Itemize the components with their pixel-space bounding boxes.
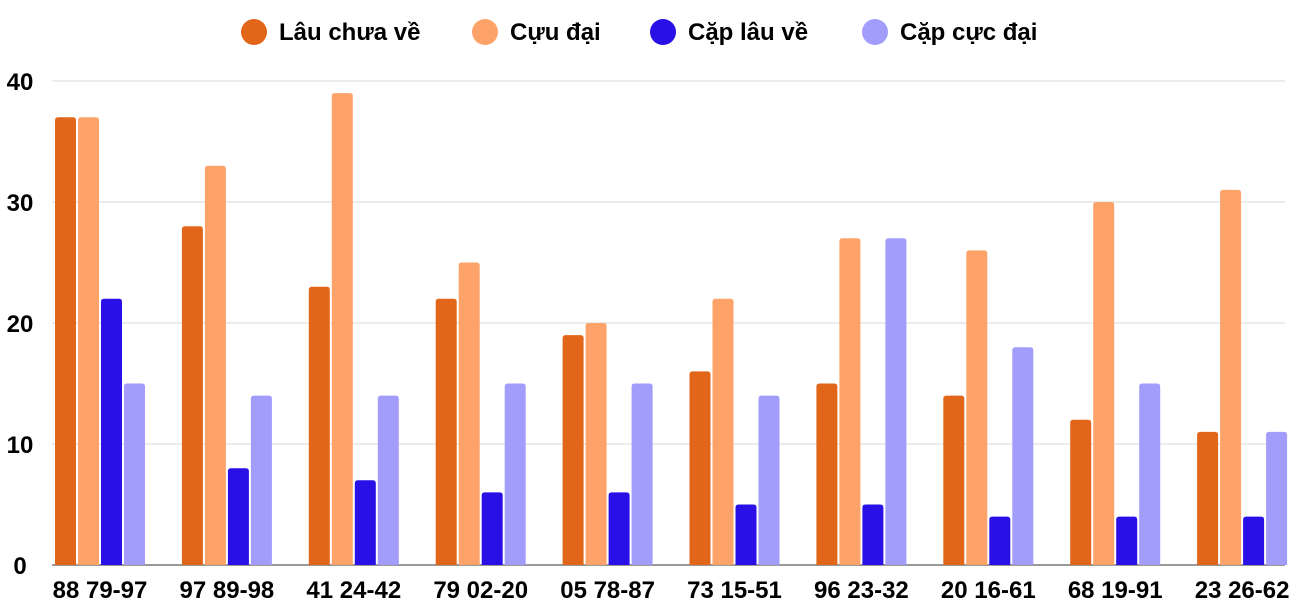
x-tick-label: 05 78-87 (560, 577, 655, 600)
bar-4-8 (1012, 347, 1034, 565)
bar-1-9 (1070, 419, 1092, 565)
x-tick-label: 41 24-42 (306, 577, 401, 600)
x-tick-label: 68 19-91 (1068, 577, 1163, 600)
x-tick-label: 96 23-32 (814, 577, 909, 600)
y-tick-label: 0 (13, 553, 26, 580)
bar-1-7 (816, 383, 838, 565)
bar-4-2 (250, 395, 272, 565)
legend-marker-4 (862, 19, 888, 45)
y-axis-ticks: 0 10 20 30 40 (7, 69, 34, 580)
bar-3-2 (227, 468, 249, 565)
bar-3-5 (608, 492, 630, 565)
bar-1-10 (1197, 431, 1219, 565)
bar-3-4 (481, 492, 503, 565)
bar-2-1 (78, 117, 99, 566)
y-tick-label: 10 (7, 432, 34, 459)
legend-marker-1 (241, 19, 267, 45)
bar-3-1 (101, 298, 122, 565)
bar-2-7 (839, 238, 861, 566)
bar-4-3 (377, 395, 399, 565)
x-tick-label: 79 02-20 (433, 577, 528, 600)
bar-3-10 (1243, 516, 1265, 565)
bar-1-2 (181, 226, 203, 565)
bar-2-9 (1093, 202, 1115, 565)
bar-3-9 (1116, 516, 1138, 565)
bar-3-7 (862, 504, 884, 565)
bar-2-2 (204, 165, 226, 565)
bar-2-4 (458, 262, 480, 565)
bar-1-4 (435, 298, 457, 565)
x-axis-ticks: 88 79-97 97 89-98 41 24-42 79 02-20 05 78-87… (53, 577, 1290, 600)
bar-1-8 (943, 395, 965, 565)
bar-4-10 (1266, 431, 1288, 565)
legend-label-3: Cặp lâu về (688, 19, 808, 46)
bar-3-8 (989, 516, 1011, 565)
y-tick-label: 30 (7, 190, 34, 217)
bar-3-3 (354, 480, 376, 565)
bar-3-6 (735, 504, 757, 565)
x-tick-label: 88 79-97 (53, 577, 148, 600)
bar-2-6 (712, 298, 734, 565)
bar-1-5 (562, 335, 584, 565)
legend-label-2: Cựu đại (510, 19, 601, 46)
x-tick-label: 97 89-98 (180, 577, 275, 600)
bar-1-6 (689, 371, 711, 565)
legend-marker-2 (472, 19, 498, 45)
y-tick-label: 40 (7, 69, 34, 96)
bar-2-3 (331, 93, 353, 565)
bar-2-5 (585, 323, 607, 565)
bar-4-4 (504, 383, 526, 565)
x-tick-label: 20 16-61 (941, 577, 1036, 600)
bar-1-3 (308, 286, 330, 565)
y-tick-label: 20 (7, 311, 34, 338)
bar-2-8 (966, 250, 988, 565)
bar-4-5 (631, 383, 653, 565)
bar-2-10 (1220, 189, 1242, 565)
x-tick-label: 73 15-51 (687, 577, 782, 600)
legend-label-4: Cặp cực đại (900, 19, 1037, 46)
x-tick-label: 23 26-62 (1195, 577, 1290, 600)
bar-4-7 (885, 238, 907, 566)
legend-label-1: Lâu chưa về (279, 19, 420, 46)
bar-4-9 (1139, 383, 1161, 565)
bar-4-6 (758, 395, 780, 565)
bar-1-1 (55, 117, 76, 566)
bar-4-1 (124, 383, 145, 565)
legend: Lâu chưa về Cựu đại Cặp lâu về Cặp cực đại (241, 19, 1037, 46)
bars (55, 93, 1288, 566)
legend-marker-3 (650, 19, 676, 45)
